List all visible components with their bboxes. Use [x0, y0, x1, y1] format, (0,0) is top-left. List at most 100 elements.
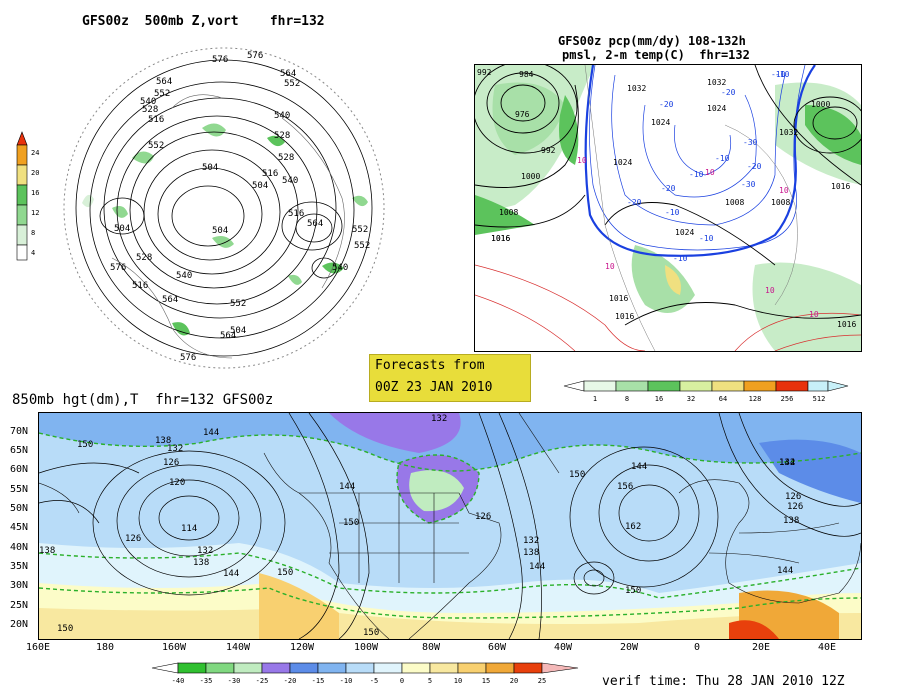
height-label: 150 [57, 624, 73, 634]
lat-label: 70N [10, 426, 29, 437]
850mb-height-labels: 150 138 132 126 120 114 126 132 138 144 … [39, 414, 803, 638]
isobar-label: 984 [519, 70, 534, 79]
temp-label: 10 [809, 310, 819, 319]
colorbar-label: -5 [370, 677, 378, 685]
height-label: 144 [339, 482, 355, 492]
height-label: 138 [523, 548, 539, 558]
contour-label: 576 [110, 263, 126, 273]
coastlines [111, 94, 345, 359]
temperature-contours-cold [589, 65, 806, 251]
contour-label: 528 [142, 105, 158, 115]
coastlines [584, 65, 798, 351]
precip-colorbar: 1 8 16 32 64 128 256 512 [563, 380, 849, 403]
temp-label: -10 [665, 208, 680, 217]
pressure-isobars [475, 65, 861, 326]
contour-label: 576 [212, 55, 228, 65]
isobar-label: 1016 [831, 182, 850, 191]
height-label: 144 [203, 428, 219, 438]
height-label: 144 [223, 569, 239, 579]
height-label: 126 [475, 512, 491, 522]
height-label: 150 [625, 586, 641, 596]
temp-label: -20 [627, 198, 642, 207]
temperature-contours-warm [475, 264, 861, 351]
colorbar-label: 16 [31, 189, 39, 197]
colorbar-label: 256 [781, 395, 794, 403]
hemisphere-boundary [63, 47, 385, 369]
contour-label: 564 [280, 69, 296, 79]
height-label: 132 [197, 546, 213, 556]
colorbar-label: 16 [655, 395, 663, 403]
contour-label: 552 [284, 79, 300, 89]
temp-label: -10 [775, 70, 790, 79]
height-label: 150 [77, 440, 93, 450]
height-label: 120 [169, 478, 185, 488]
height-label: 144 [529, 562, 545, 572]
contour-label: 552 [352, 225, 368, 235]
contour-label: 504 [202, 163, 218, 173]
lon-label: 40W [554, 642, 573, 653]
contour-label: 516 [288, 209, 304, 219]
lat-label: 60N [10, 464, 29, 475]
lon-label: 180 [96, 642, 115, 653]
isobar-label: 1008 [499, 208, 518, 217]
isobar-label: 1016 [837, 320, 856, 329]
colorbar-label: 8 [625, 395, 629, 403]
isobar-label: 1024 [675, 228, 694, 237]
temp-label: -30 [743, 138, 758, 147]
temp-label: -10 [699, 234, 714, 243]
500mb-contour-labels: 576 564 552 540 528 516 504 576 564 552 … [110, 51, 370, 363]
contour-label: 576 [180, 353, 196, 363]
contour-label: 528 [278, 153, 294, 163]
contour-label: 552 [230, 299, 246, 309]
contour-label: 504 [212, 226, 228, 236]
lat-label: 50N [10, 503, 29, 514]
height-label: 114 [181, 524, 197, 534]
contour-label: 564 [220, 331, 236, 341]
temp-label: -20 [721, 88, 736, 97]
contour-label: 564 [162, 295, 178, 305]
contour-label: 528 [136, 253, 152, 263]
temp-label: 10 [779, 186, 789, 195]
isobar-label: 1000 [521, 172, 540, 181]
contour-label: 564 [156, 77, 172, 87]
temp-label: -10 [689, 170, 704, 179]
colorbar-label: 10 [454, 677, 462, 685]
colorbar-label: -40 [172, 677, 185, 685]
vorticity-fills [82, 123, 368, 336]
colorbar-label: 128 [749, 395, 762, 403]
height-label: 150 [363, 628, 379, 638]
contour-label: 552 [354, 241, 370, 251]
contour-label: 552 [148, 141, 164, 151]
temp-label: 10 [577, 156, 587, 165]
temp-label: 10 [605, 262, 615, 271]
verification-time: verif time: Thu 28 JAN 2010 12Z [602, 674, 845, 689]
lat-label: 55N [10, 484, 29, 495]
colorbar-label: 12 [31, 209, 39, 217]
height-label: 126 [163, 458, 179, 468]
height-label: 138 [155, 436, 171, 446]
contour-label: 516 [148, 115, 164, 125]
contour-label: 564 [307, 219, 323, 229]
height-label: 126 [787, 502, 803, 512]
lat-label: 25N [10, 600, 29, 611]
isobar-label: 1016 [491, 234, 510, 243]
isobar-label: 1008 [771, 198, 790, 207]
height-label: 132 [523, 536, 539, 546]
isobar-label: 1000 [811, 100, 830, 109]
temp-label: -10 [771, 70, 786, 79]
isobar-label: 976 [515, 110, 530, 119]
contour-label: 552 [154, 89, 170, 99]
contour-label: 516 [132, 281, 148, 291]
colorbar-label: 8 [31, 229, 35, 237]
isobar-label: 992 [541, 146, 556, 155]
colorbar-label: 32 [687, 395, 695, 403]
height-label: 138 [39, 546, 55, 556]
panel-500mb-title: GFS00z 500mb Z,vort fhr=132 [82, 14, 325, 29]
colorbar-label: 5 [428, 677, 432, 685]
temp-label: -20 [747, 162, 762, 171]
precip-contour-labels: 992 984 976 992 1000 1008 1016 1032 1024… [477, 68, 856, 329]
colorbar-label: 4 [31, 249, 35, 257]
colorbar-label: 1 [593, 395, 597, 403]
temp-label: -10 [715, 154, 730, 163]
lat-label: 20N [10, 619, 29, 630]
